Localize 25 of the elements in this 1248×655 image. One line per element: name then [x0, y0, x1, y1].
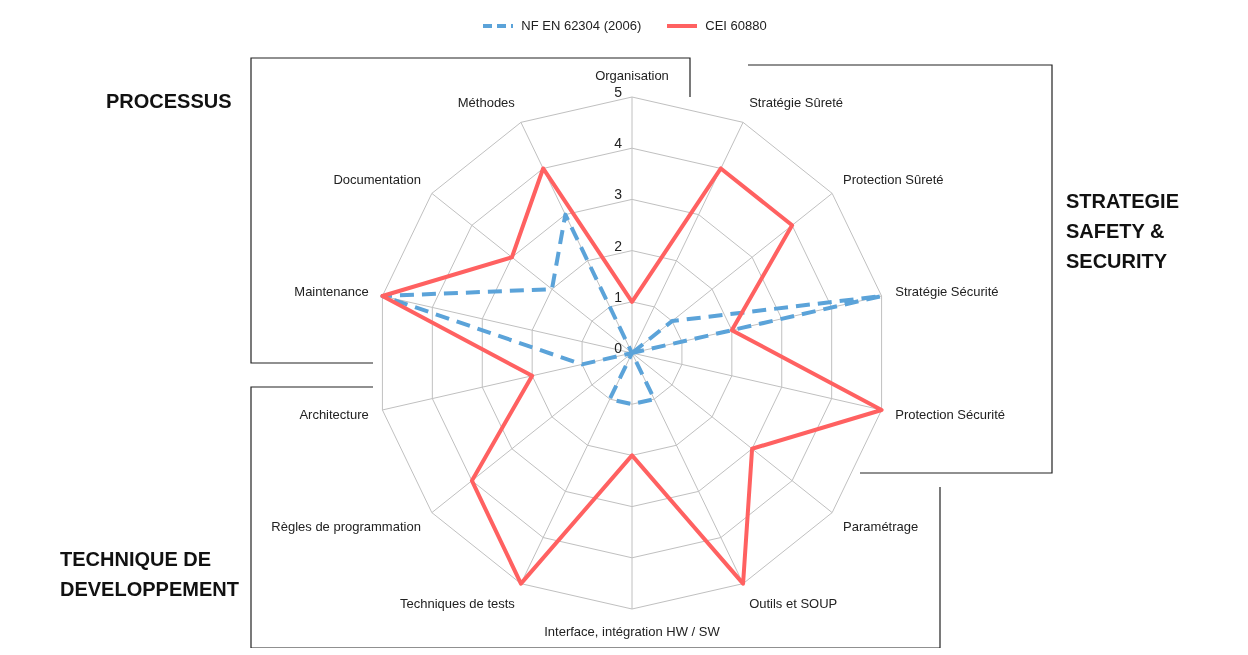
spoke-label: Organisation — [595, 67, 669, 83]
spoke-label: Stratégie Sécurité — [895, 283, 999, 299]
spoke-label: Stratégie Sûreté — [749, 95, 844, 111]
text: STRATEGIE SAFETY & SECURITY — [1066, 189, 1180, 274]
spoke-label: Techniques de tests — [399, 595, 516, 611]
spoke-label: Protection Sûreté — [843, 172, 944, 188]
spoke-label: Paramétrage — [843, 518, 919, 534]
y-tick-label: 5 — [614, 84, 623, 100]
y-tick-label: 0 — [614, 340, 623, 356]
spoke-label: Règles de programmation — [271, 518, 421, 534]
text: TECHNIQUE DE DEVELOPPEMENT — [60, 547, 240, 602]
spoke-label: Architecture — [299, 407, 369, 423]
spoke-label: Interface, intégration HW / SW — [544, 623, 721, 639]
spoke-label: Maintenance — [294, 283, 369, 299]
text: PROCESSUS — [106, 89, 233, 114]
spoke-label: Protection Sécurité — [895, 407, 1006, 423]
y-tick-label: 1 — [614, 288, 623, 305]
y-tick-label: 4 — [614, 135, 623, 152]
legend-label: NF EN 62304 (2006) — [521, 18, 642, 33]
y-tick-label: 2 — [614, 237, 623, 254]
spoke-label: Méthodes — [457, 95, 516, 111]
y-tick-label: 3 — [614, 186, 623, 203]
spoke-label: Outils et SOUP — [749, 595, 838, 611]
legend-label: CEI 60880 — [705, 18, 767, 33]
spoke-label: Documentation — [333, 172, 421, 188]
